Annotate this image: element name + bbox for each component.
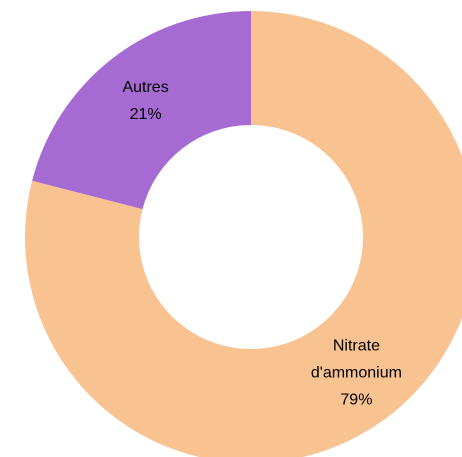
slice-label: Nitrate d'ammonium 79%: [296, 332, 416, 413]
slice-value: 79%: [340, 391, 373, 409]
donut-slice: [25, 11, 462, 457]
slice-category: Nitrate d'ammonium: [310, 337, 402, 382]
slice-label: Autres 21%: [86, 74, 206, 128]
slice-value: 21%: [129, 106, 162, 124]
slice-category: Autres: [122, 79, 169, 97]
donut-slice: [32, 11, 251, 210]
